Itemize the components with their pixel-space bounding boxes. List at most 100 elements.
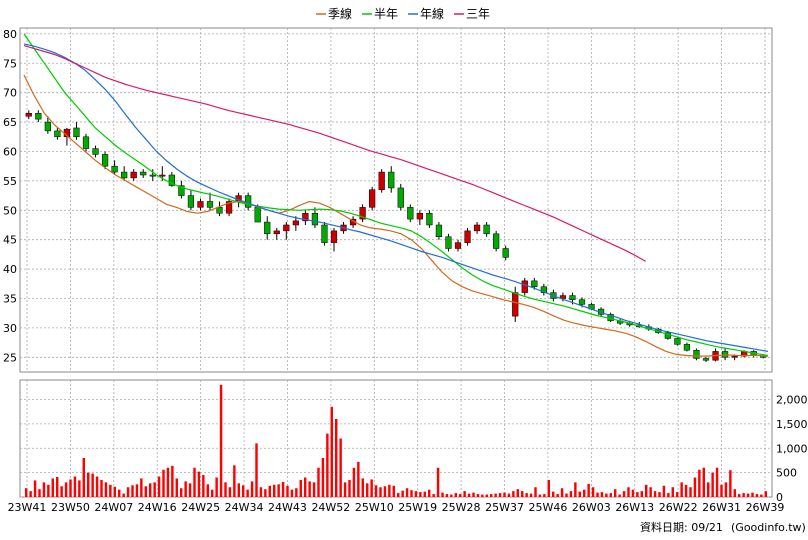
volume-bar [188, 483, 192, 497]
volume-bar [587, 483, 590, 497]
ma-line-年線 [23, 43, 769, 352]
candle-body [168, 174, 175, 186]
volume-bar [649, 487, 652, 497]
volume-bar [308, 481, 311, 497]
volume-bar [69, 479, 72, 497]
volume-bar [724, 482, 728, 497]
x-tick-label: 25W46 [529, 501, 568, 514]
volume-bar [640, 491, 644, 497]
x-tick-label: 24W43 [268, 501, 307, 514]
volume-bar [295, 488, 298, 497]
volume-bar [702, 467, 706, 497]
price-panel: 80 75 70 65 60 55 50 45 40 35 30 25 [3, 27, 773, 373]
x-tick-label: 24W34 [225, 501, 264, 514]
y-tick-label: 75 [3, 57, 17, 70]
volume-bar [706, 482, 710, 497]
volume-bar [410, 490, 413, 497]
volume-bar [529, 493, 533, 497]
volume-bar [414, 491, 418, 497]
y-tick-label: 80 [3, 28, 17, 41]
candle-body [130, 171, 137, 179]
candle-body [426, 212, 433, 226]
candle-body [225, 201, 233, 214]
volume-bar [684, 484, 688, 497]
volume-bar [131, 485, 134, 497]
candle-body [311, 212, 319, 226]
candle-body [693, 349, 700, 359]
volume-bar [392, 485, 396, 497]
candle-body [245, 195, 252, 208]
candle-body [264, 221, 271, 235]
candle-body [559, 295, 567, 299]
candle-body [292, 220, 299, 226]
candle-body [407, 207, 414, 220]
volume-bar [197, 471, 201, 497]
volume-bar [582, 489, 586, 497]
volume-bar [206, 484, 210, 497]
candle-body [206, 201, 214, 208]
volume-bar [357, 461, 360, 497]
y-tick-label: 25 [3, 351, 17, 364]
x-tick-label: 25W19 [398, 501, 437, 514]
candle-body [25, 113, 32, 117]
volume-bar [454, 493, 458, 497]
volume-bar [228, 487, 232, 497]
volume-bar [379, 487, 382, 497]
volume-bar [144, 486, 148, 497]
candle-body [683, 344, 691, 351]
volume-bar [104, 482, 108, 497]
candle-body [216, 207, 223, 214]
volume-bar [600, 492, 604, 497]
volume-panel: 23W41 23W50 24W07 24W16 24W25 24W34 24W43 24W52… [8, 379, 808, 514]
volume-bar [179, 488, 183, 497]
volume-bar [494, 493, 497, 497]
volume-bar [764, 491, 768, 497]
volume-bar [720, 484, 723, 497]
volume-bar [250, 481, 254, 497]
data-date-label: 資料日期: 09/21 [640, 520, 723, 534]
volume-bar [503, 492, 506, 497]
source-label: (Goodinfo.tw) [731, 521, 806, 534]
volume-bar [729, 470, 732, 497]
volume-bar [760, 494, 763, 497]
candle-body [54, 130, 61, 138]
x-tick-label: 26W31 [702, 501, 741, 514]
legend: 季線 半年 年線 三年 [316, 6, 490, 21]
x-tick-label: 24W07 [94, 501, 133, 514]
volume-bar [467, 493, 471, 497]
volume-bar [100, 479, 103, 497]
candle-body [464, 230, 471, 243]
volume-bar [551, 491, 555, 497]
volume-bar [175, 478, 179, 497]
volume-bar [436, 467, 440, 497]
candle-body [330, 230, 338, 243]
volume-bar [312, 482, 316, 497]
volume-bar [569, 491, 573, 497]
volume-bar [596, 492, 599, 497]
volume-bar [264, 489, 267, 497]
volume-bar [166, 467, 170, 497]
candle-body [521, 280, 528, 293]
volume-bar [671, 487, 675, 497]
volume-bar [543, 494, 546, 497]
volume-bar [109, 484, 112, 497]
volume-bar [472, 492, 475, 497]
volume-bar [64, 482, 68, 497]
volume-bar [485, 494, 489, 497]
volume-bar [38, 489, 41, 497]
volume-bar [290, 489, 294, 497]
candle-body [73, 127, 80, 138]
volume-bar [574, 482, 577, 497]
volume-bar [374, 485, 378, 497]
volume-bar [330, 406, 334, 497]
volume-tick-label: 2,000 [776, 394, 808, 407]
volume-bar [215, 477, 218, 497]
x-tick-label: 23W50 [51, 501, 90, 514]
volume-bar [405, 488, 409, 497]
candle-body [578, 299, 586, 305]
volume-bar [653, 491, 657, 497]
volume-bar [445, 494, 449, 497]
volume-bar [489, 494, 493, 497]
volume-bar [667, 493, 670, 497]
